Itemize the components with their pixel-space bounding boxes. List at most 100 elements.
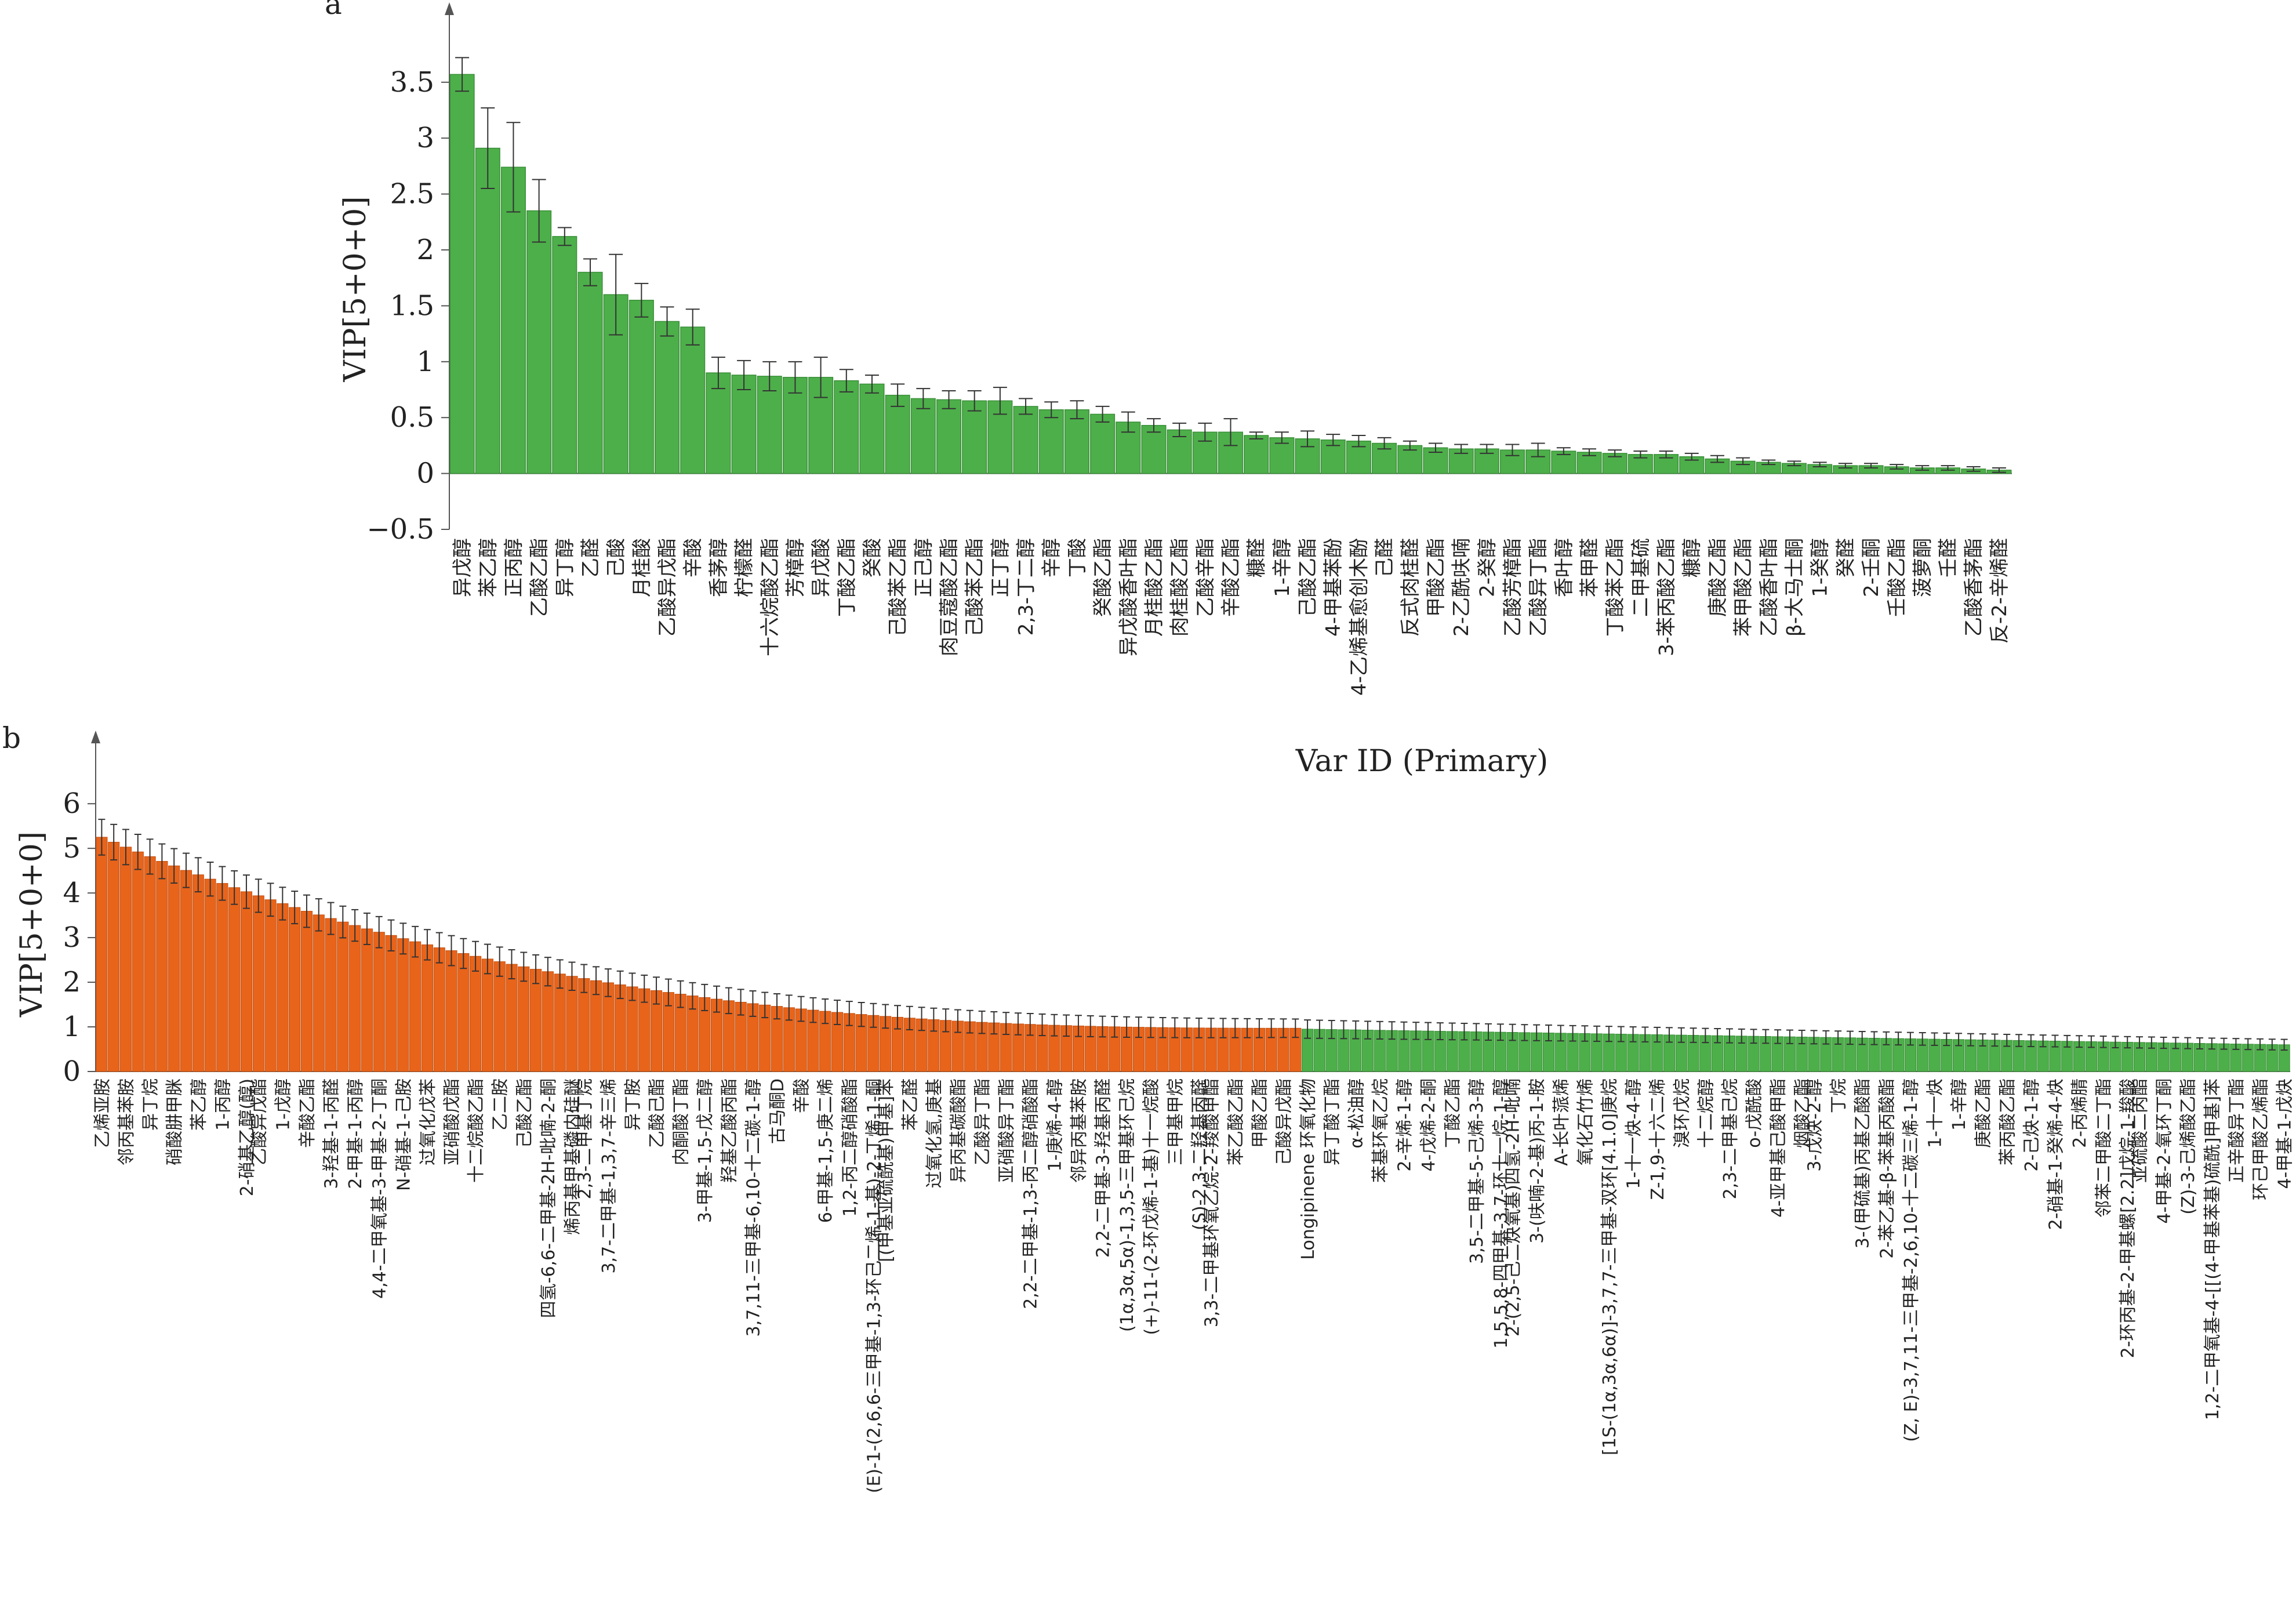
x-tick-label: 2-丙烯腈 bbox=[2070, 1078, 2090, 1148]
y-tick-label: 3 bbox=[416, 122, 434, 154]
bar bbox=[526, 210, 552, 474]
x-tick-label: 2-壬酮 bbox=[1860, 538, 1883, 597]
x-tick-label: 三甲基甲烷 bbox=[1165, 1078, 1186, 1165]
x-tick-label: 己酸 bbox=[605, 538, 628, 577]
x-tick-label: 月桂酸 bbox=[630, 538, 653, 597]
bar bbox=[1705, 458, 1730, 474]
y-tick-label: 6 bbox=[63, 787, 81, 820]
x-tick-label: 3-苯丙酸乙酯 bbox=[1655, 538, 1679, 656]
x-tick-label: 异丁醇 bbox=[554, 538, 577, 597]
x-tick-label: 反-2-辛烯醛 bbox=[1988, 538, 2011, 644]
x-tick-label: 烯丙基甲基磷内硅醚 bbox=[562, 1078, 583, 1235]
bar bbox=[457, 953, 470, 1072]
x-tick-label: (Z)-3-己烯酸乙酯 bbox=[2178, 1078, 2199, 1215]
x-tick-label: 1,5,5,8-四甲基-3,7-环十一烷-1-醇 bbox=[1491, 1078, 1512, 1349]
x-tick-label: [(甲基亚硫酰基)甲基]苯 bbox=[876, 1078, 896, 1262]
bar bbox=[1064, 409, 1089, 474]
x-tick-label: 辛酸 bbox=[682, 538, 705, 577]
bar bbox=[1141, 424, 1167, 474]
bar bbox=[204, 878, 216, 1072]
bar bbox=[542, 971, 554, 1072]
x-tick-label: 反式肉桂醛 bbox=[1399, 538, 1422, 637]
x-tick-label: 3-戊炔-2-醇 bbox=[1805, 1078, 1825, 1172]
bar bbox=[500, 166, 526, 474]
x-tick-label: 1-十一炔-4-醇 bbox=[1624, 1078, 1644, 1189]
x-tick-label: 十二烷醇 bbox=[1696, 1078, 1716, 1148]
y-tick-label: 2 bbox=[416, 234, 434, 266]
bar bbox=[445, 950, 457, 1072]
x-tick-label: 庚酸乙酯 bbox=[1974, 1078, 1994, 1148]
x-tick-label: 2-(2,5-己二炔氧基)四氢-2H-吡喃 bbox=[1503, 1078, 1524, 1336]
bar bbox=[264, 899, 277, 1072]
x-tick-label: o-戊酰酸 bbox=[1745, 1078, 1765, 1148]
bar bbox=[493, 961, 506, 1072]
x-tick-label: 2,3-二甲基己烷 bbox=[1720, 1078, 1741, 1200]
bar bbox=[629, 300, 654, 474]
x-tick-label: 异戊酸 bbox=[810, 538, 833, 597]
y-tick-label: 1 bbox=[416, 346, 434, 378]
bar bbox=[349, 925, 361, 1072]
x-tick-label: Z-1,9-十六二烯 bbox=[1648, 1078, 1668, 1200]
y-axis-title: VIP[5+0+0] bbox=[338, 196, 373, 382]
x-tick-label: 苯乙醇 bbox=[189, 1078, 209, 1131]
bar bbox=[168, 865, 180, 1072]
x-tick-label: 3,3-二甲基环氧乙烷-2-羧酸甲酯 bbox=[1202, 1078, 1222, 1327]
x-tick-label: 2-癸醇 bbox=[1476, 538, 1499, 597]
x-tick-label: A-长叶蒎烯 bbox=[1552, 1078, 1572, 1166]
x-tick-label: 辛酸乙酯 bbox=[297, 1078, 318, 1148]
bar bbox=[325, 918, 337, 1072]
x-tick-label: 4-乙烯基愈创木酚 bbox=[1347, 538, 1371, 696]
x-tick-label: 肉桂酸乙酯 bbox=[1168, 538, 1191, 637]
x-tick-label: 己酸苯乙酯 bbox=[964, 538, 987, 637]
x-tick-label: 癸酸 bbox=[861, 538, 884, 577]
x-tick-label: 菠萝酮 bbox=[1911, 538, 1934, 597]
x-tick-label: 2-硝基-1-癸烯-4-炔 bbox=[2046, 1078, 2066, 1230]
x-tick-label: 乙酸异戊酯 bbox=[249, 1078, 270, 1165]
x-tick-label: 2,3-丁二醇 bbox=[1015, 538, 1038, 635]
x-tick-label: 甲酸乙酯 bbox=[1250, 1078, 1270, 1148]
x-tick-label: 己酸苯乙酯 bbox=[887, 538, 910, 637]
x-tick-label: 十二烷酸乙酯 bbox=[466, 1078, 486, 1183]
x-tick-label: 乙酸乙酯 bbox=[528, 538, 551, 617]
y-axis-title: VIP[5+0+0] bbox=[14, 831, 49, 1018]
x-tick-label: 香叶醇 bbox=[1553, 538, 1576, 597]
bar bbox=[240, 891, 253, 1072]
x-tick-label: 羟基乙酸丙酯 bbox=[720, 1078, 740, 1183]
x-tick-label: 烟酸乙酯 bbox=[1793, 1078, 1813, 1148]
x-tick-label: Longipinene 环氧化物 bbox=[1298, 1078, 1318, 1260]
x-tick-label: 柠檬醛 bbox=[733, 538, 756, 597]
panel-a-chart: a −0.5 0 0.5 1 1.5 2 2.5 3 3.5 VIP[5+0+0] 异戊醇 苯乙醇 正丙醇… bbox=[325, 0, 2012, 779]
x-tick-label: 氧化石竹烯 bbox=[1575, 1078, 1596, 1165]
x-tick-label: 二甲基硫 bbox=[1629, 538, 1652, 617]
x-tick-label: 4-甲基-1-戊炔 bbox=[2275, 1078, 2295, 1189]
bar bbox=[449, 74, 475, 474]
bar bbox=[962, 400, 987, 474]
x-tick-label: 十六烷酸乙酯 bbox=[758, 538, 782, 656]
bar bbox=[1090, 413, 1116, 474]
x-tick-label: 2-乙酰呋喃 bbox=[1450, 538, 1473, 637]
panel-label-a: a bbox=[325, 0, 342, 21]
x-tick-label: 苯乙醛 bbox=[900, 1078, 921, 1131]
x-tick-label: 1-庚烯-4-醇 bbox=[1045, 1078, 1065, 1172]
x-tick-label: 4,4-二甲氧基-3-甲基-2-丁酮 bbox=[370, 1078, 390, 1299]
bar bbox=[470, 956, 482, 1072]
x-tick-label: 己醛 bbox=[1374, 538, 1397, 577]
y-tick-label: 1 bbox=[63, 1011, 81, 1043]
bar bbox=[180, 870, 192, 1072]
x-tick-label: 正辛酸异丁酯 bbox=[2226, 1078, 2247, 1183]
x-tick-label: 糠醇 bbox=[1681, 538, 1704, 577]
x-tick-label: 庚酸乙酯 bbox=[1706, 538, 1730, 617]
x-tick-label: 6-甲基-1,5-庚二烯 bbox=[816, 1078, 836, 1223]
x-tick-label: 癸醛 bbox=[1834, 538, 1858, 577]
bar bbox=[1244, 435, 1269, 474]
bar bbox=[731, 375, 757, 474]
x-tick-label: 3,7,11-三甲基-6,10-十二碳-1-醇 bbox=[743, 1078, 764, 1336]
bar bbox=[385, 935, 397, 1072]
bar bbox=[518, 966, 530, 1072]
x-tick-label: 2-硝基乙醇(醇) bbox=[237, 1078, 257, 1196]
bar bbox=[300, 911, 313, 1072]
x-tick-label: 1-十一炔 bbox=[1925, 1078, 1945, 1148]
bar bbox=[252, 895, 264, 1072]
x-tick-label: 四氢-6,6-二甲基-2H-吡喃-2-酮 bbox=[539, 1078, 559, 1318]
x-tick-label: 异丙基碳酸酯 bbox=[949, 1078, 969, 1183]
